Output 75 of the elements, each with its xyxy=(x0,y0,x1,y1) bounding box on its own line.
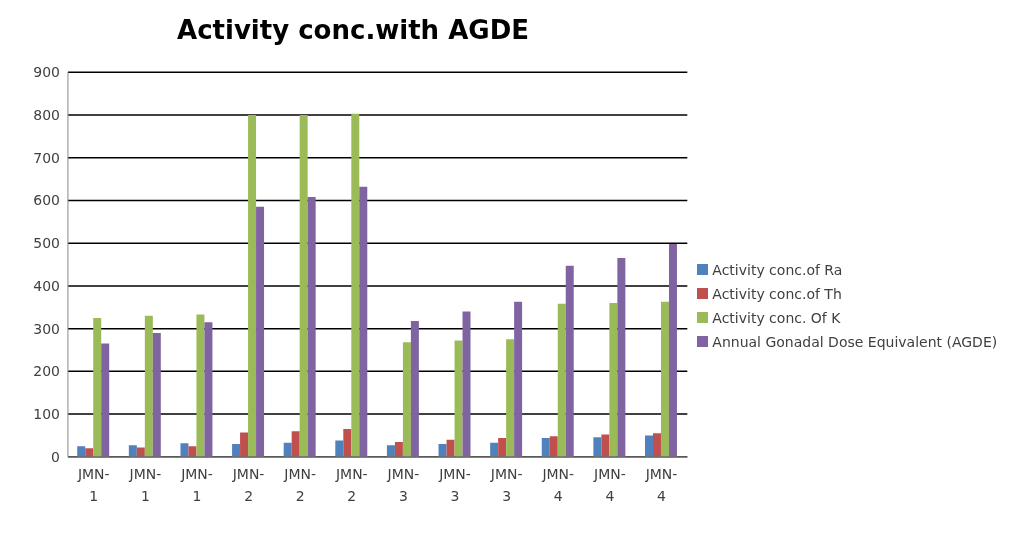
bar xyxy=(77,446,86,457)
bar xyxy=(394,441,403,457)
bar xyxy=(609,302,618,457)
bar xyxy=(256,206,265,457)
bar xyxy=(462,311,471,457)
bar xyxy=(386,445,395,457)
x-tick-label: JMN-1 xyxy=(76,465,110,504)
y-tick-label: 0 xyxy=(51,448,60,465)
bar xyxy=(180,443,189,457)
x-tick-label: JMN-1 xyxy=(128,465,162,504)
bar xyxy=(307,197,316,457)
bar xyxy=(490,442,499,457)
bar xyxy=(549,436,558,457)
bar xyxy=(343,429,352,457)
bar xyxy=(144,315,153,457)
bar xyxy=(601,434,610,457)
bar xyxy=(248,114,257,457)
bar xyxy=(93,317,102,457)
bar xyxy=(565,265,574,457)
bar xyxy=(617,258,626,457)
bar xyxy=(645,435,653,457)
bar xyxy=(152,332,161,457)
bar xyxy=(204,322,213,457)
x-tick-label: JMN-2 xyxy=(334,465,368,504)
bar xyxy=(85,448,94,457)
bar xyxy=(446,439,455,457)
y-tick-label: 600 xyxy=(33,192,60,209)
bar xyxy=(196,314,205,457)
bar xyxy=(454,340,463,457)
x-tick-label: JMN-3 xyxy=(438,465,471,504)
legend-label: Activity conc.of Th xyxy=(712,285,843,302)
legend-label: Annual Gonadal Dose Equivalent (AGDE) xyxy=(712,333,999,350)
y-tick-label: 100 xyxy=(33,406,60,423)
bar xyxy=(136,447,145,457)
y-tick-label: 500 xyxy=(33,235,60,252)
legend-label: Activity conc.of Ra xyxy=(712,261,844,278)
bar xyxy=(514,301,523,457)
x-tick-label: JMN-3 xyxy=(489,465,523,504)
bar xyxy=(506,339,515,457)
bar xyxy=(335,440,344,457)
bar xyxy=(498,438,507,457)
bar xyxy=(402,342,411,457)
y-tick-label: 200 xyxy=(33,363,60,380)
bar xyxy=(232,444,241,457)
y-tick-label: 900 xyxy=(33,64,60,81)
bar xyxy=(283,442,292,457)
bar xyxy=(660,301,669,457)
bar xyxy=(652,433,661,457)
x-tick-label: JMN-1 xyxy=(180,465,213,504)
bar xyxy=(593,437,602,457)
y-tick-label: 800 xyxy=(33,106,60,123)
bar xyxy=(240,432,249,457)
y-tick-label: 300 xyxy=(33,320,60,337)
bar xyxy=(410,320,419,457)
bar xyxy=(128,445,137,457)
bar xyxy=(359,186,368,457)
chart-title: Activity conc.with AGDE xyxy=(176,14,530,47)
x-tick-label: JMN-4 xyxy=(541,465,575,504)
x-tick-label: JMN-3 xyxy=(386,465,420,504)
x-tick-label: JMN-4 xyxy=(593,465,626,504)
bar xyxy=(557,303,566,457)
bar xyxy=(668,244,677,457)
x-tick-label: JMN-4 xyxy=(644,465,678,504)
y-tick-label: 400 xyxy=(33,277,60,294)
y-tick-label: 700 xyxy=(33,149,60,166)
bar xyxy=(101,343,110,457)
bar xyxy=(291,431,300,457)
bar xyxy=(188,446,197,457)
bar xyxy=(541,438,550,457)
legend-label: Activity conc. Of K xyxy=(712,309,842,326)
bar xyxy=(438,444,447,457)
x-tick-label: JMN-2 xyxy=(231,465,265,504)
bar xyxy=(351,113,360,457)
bar xyxy=(299,114,308,457)
x-tick-label: JMN-2 xyxy=(283,465,317,504)
